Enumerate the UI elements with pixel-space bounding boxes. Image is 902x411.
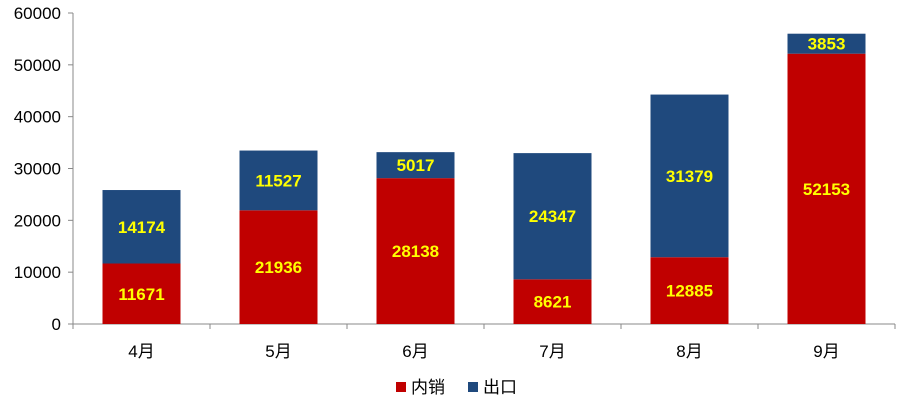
x-tick-label: 7月: [539, 342, 565, 361]
x-tick-label: 8月: [676, 342, 702, 361]
x-tick-label: 5月: [265, 342, 291, 361]
data-label: 21936: [255, 258, 302, 277]
bar-segment: [787, 53, 866, 325]
y-tick-label: 50000: [14, 56, 61, 75]
data-label: 24347: [529, 207, 576, 226]
y-tick-label: 0: [52, 315, 61, 334]
bar-segment: [239, 150, 318, 211]
bar-segment: [787, 33, 866, 54]
bar-segment: [650, 94, 729, 258]
bar-segment: [376, 152, 455, 179]
bar-segment: [376, 178, 455, 324]
y-tick-label: 20000: [14, 211, 61, 230]
bar-segment: [513, 153, 592, 280]
x-tick-label: 6月: [402, 342, 428, 361]
bar-segment: [102, 190, 181, 264]
y-tick-label: 10000: [14, 263, 61, 282]
data-label: 12885: [666, 282, 713, 301]
bar-segment: [239, 210, 318, 324]
data-label: 14174: [118, 218, 166, 237]
data-label: 11527: [255, 171, 301, 190]
bars: [102, 33, 866, 325]
data-label: 8621: [534, 293, 572, 312]
legend-label: 内销: [411, 378, 445, 397]
legend-swatch: [396, 382, 406, 392]
data-label: 3853: [808, 35, 846, 54]
data-label: 11671: [118, 285, 164, 304]
data-label: 31379: [666, 167, 713, 186]
x-tick-label: 4月: [128, 342, 154, 361]
data-label: 5017: [397, 156, 435, 175]
y-tick-label: 30000: [14, 160, 61, 179]
y-tick-label: 40000: [14, 108, 61, 127]
y-tick-label: 60000: [14, 4, 61, 23]
data-label: 28138: [392, 242, 439, 261]
bar-segment: [102, 263, 181, 324]
x-tick-label: 9月: [813, 342, 839, 361]
bar-segment: [513, 279, 592, 324]
axes: 0 10000 20000 30000 40000 50000 60000 4月 5月 6月 7月 8…: [14, 4, 896, 361]
data-label: 52153: [803, 180, 850, 199]
legend-label: 出口: [483, 378, 517, 397]
legend-swatch: [468, 382, 478, 392]
legend: 内销 出口: [396, 378, 517, 397]
data-labels: 11671 14174 21936 11527 28138 5017 8621 24347 12…: [118, 35, 850, 312]
bar-segment: [650, 257, 729, 324]
